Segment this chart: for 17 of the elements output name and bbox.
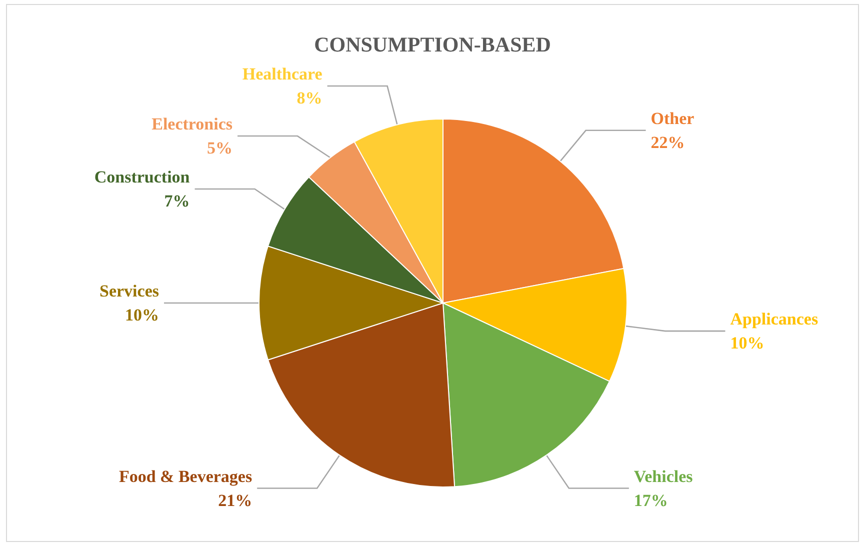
data-label: 8%: [296, 88, 322, 108]
chart-title: CONSUMPTION-BASED: [314, 32, 551, 56]
slice-label: Services: [100, 282, 160, 300]
data-label: 10%: [125, 306, 159, 324]
slice-label: Healthcare: [242, 64, 323, 84]
data-label: 10%: [730, 334, 764, 353]
data-label: 22%: [650, 132, 685, 152]
data-label: 21%: [218, 490, 252, 510]
slice-label: Electronics: [152, 114, 233, 134]
slice-label: Applicances: [730, 310, 818, 329]
slice-label: Food & Beverages: [118, 466, 252, 486]
slice-label: Other: [650, 108, 695, 128]
slice-label: Vehicles: [634, 466, 694, 486]
data-label: 17%: [634, 490, 668, 510]
data-label: 5%: [207, 138, 233, 158]
data-label: 7%: [164, 191, 190, 210]
slice-label: Construction: [94, 167, 190, 186]
